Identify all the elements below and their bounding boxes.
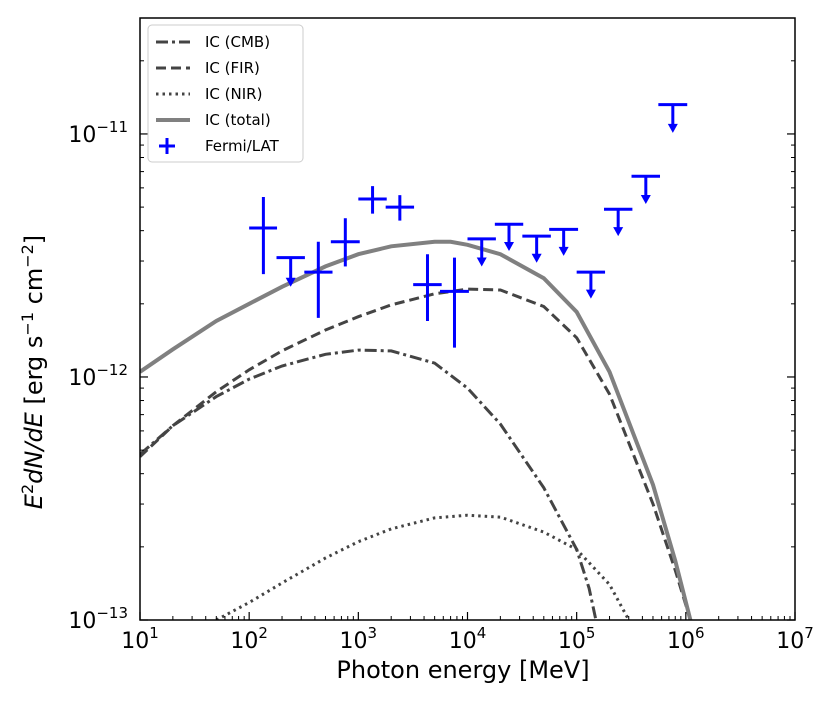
legend-label: IC (FIR) — [205, 59, 260, 77]
x-axis-label: Photon energy [MeV] — [336, 656, 589, 684]
legend: IC (CMB) IC (FIR) IC (NIR) IC (total) Fermi/… — [147, 24, 304, 163]
fermi-upper-limit — [658, 103, 688, 133]
legend-label: IC (NIR) — [205, 85, 262, 103]
fermi-upper-limit — [631, 174, 661, 204]
x-tick-label: 106 — [667, 624, 705, 654]
fermi-upper-limit — [522, 234, 551, 263]
y-axis-label: E2dN/dE [erg s−1 cm−2] — [18, 235, 48, 509]
y-tick-label: 10−11 — [68, 118, 128, 148]
legend-item-ic-total: IC (total) — [156, 111, 271, 129]
fermi-upper-limit — [576, 270, 606, 299]
legend-label: IC (total) — [205, 111, 271, 129]
legend-box — [147, 24, 304, 163]
fermi-data-point — [358, 186, 387, 214]
fermi-data-point — [304, 241, 333, 318]
fermi-data-point — [330, 218, 360, 267]
fermi-data-point — [249, 197, 278, 275]
legend-item-ic-cmb: IC (CMB) — [156, 33, 270, 51]
fermi-lat-points — [249, 103, 688, 348]
fermi-data-point — [440, 257, 469, 348]
x-axis-ticks: 101 102 103 104 105 106 107 — [121, 612, 814, 654]
legend-label: Fermi/LAT — [205, 137, 280, 155]
model-curves — [140, 239, 693, 620]
x-tick-label: 101 — [121, 624, 159, 654]
legend-item-fermi-lat: Fermi/LAT — [159, 137, 280, 155]
legend-label: IC (CMB) — [205, 33, 270, 51]
y-tick-label: 10−13 — [68, 604, 128, 634]
curve-ic-nir — [215, 513, 631, 620]
curve-ic-cmb — [140, 348, 598, 620]
fermi-upper-limit — [549, 227, 579, 256]
x-tick-label: 103 — [340, 624, 378, 654]
legend-item-ic-nir: IC (NIR) — [156, 85, 262, 103]
fermi-upper-limit — [467, 237, 496, 267]
svg-text:E2dN/dE [erg s−1 cm−2]: E2dN/dE [erg s−1 cm−2] — [18, 235, 48, 509]
fermi-data-point — [413, 254, 442, 321]
x-tick-label: 107 — [776, 624, 814, 654]
x-tick-label: 102 — [230, 624, 268, 654]
curve-ic-total — [140, 239, 693, 620]
fermi-upper-limit — [276, 256, 305, 287]
fermi-upper-limit — [604, 207, 633, 237]
x-tick-label: 104 — [449, 624, 487, 654]
curve-ic-fir — [140, 287, 692, 620]
fermi-upper-limit — [494, 222, 524, 251]
x-tick-label: 105 — [558, 624, 596, 654]
legend-item-ic-fir: IC (FIR) — [156, 59, 260, 77]
fermi-data-point — [385, 195, 415, 221]
y-axis-ticks: 10−13 10−12 10−11 — [68, 60, 795, 634]
y-tick-label: 10−12 — [68, 361, 128, 391]
